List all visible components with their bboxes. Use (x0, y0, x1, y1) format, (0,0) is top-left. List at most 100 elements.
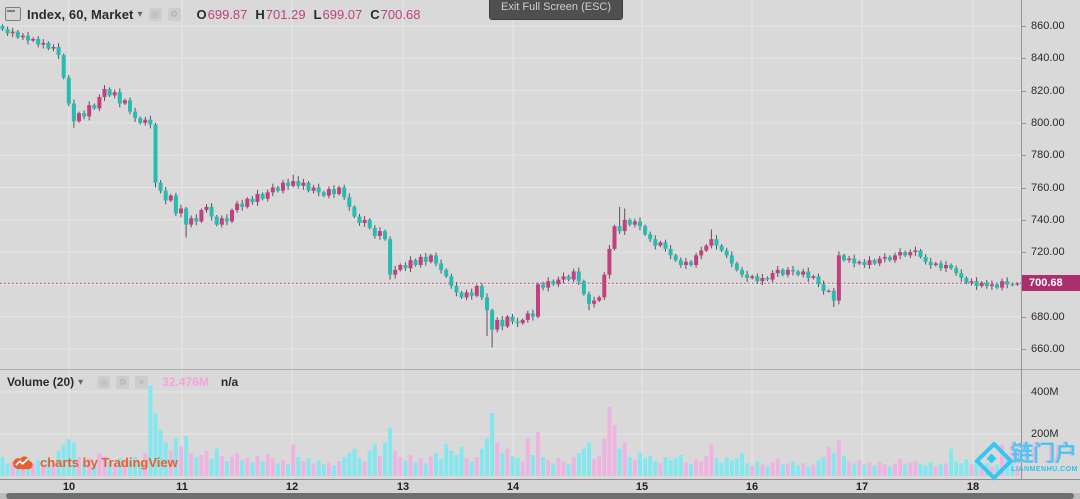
candle-body (847, 258, 852, 261)
candle-body (321, 192, 326, 196)
volume-bar (673, 458, 678, 476)
symbol-title[interactable]: Index, 60, Market (27, 6, 134, 22)
volume-bar (643, 458, 648, 476)
horizontal-scrollbar[interactable] (0, 493, 1080, 499)
candle-body (240, 203, 245, 207)
volume-bar (357, 458, 362, 476)
candle-body (112, 92, 117, 96)
price-axis-tick (1022, 122, 1026, 124)
candle-body (362, 219, 367, 224)
candle-body (842, 255, 846, 261)
pane-divider[interactable] (0, 369, 1080, 370)
eye-icon[interactable]: ◎ (148, 7, 162, 21)
open-label: O (196, 6, 207, 22)
volume-axis-label: 200M (1031, 428, 1059, 440)
candle-body (852, 258, 857, 264)
candle-body (255, 193, 260, 203)
close-icon[interactable]: × (135, 375, 149, 389)
eye-icon[interactable]: ◎ (97, 375, 111, 389)
volume-bar (561, 461, 566, 476)
time-axis-label: 18 (966, 481, 980, 493)
candle-body (816, 276, 821, 285)
candle-body (806, 271, 811, 278)
volume-bar (765, 466, 770, 476)
volume-bar (500, 452, 505, 476)
candle-body (903, 252, 908, 256)
volume-value: 32.476M (162, 375, 209, 389)
candle-body (1015, 283, 1020, 285)
volume-bar (505, 448, 510, 476)
candle-body (204, 206, 209, 211)
gear-icon[interactable]: ⚙ (116, 375, 130, 389)
candle-body (632, 221, 637, 225)
volume-bar (862, 464, 867, 476)
candle-body (530, 313, 535, 317)
candle-body (434, 255, 438, 264)
candle-body (15, 31, 20, 38)
scrollbar-thumb[interactable] (6, 493, 1074, 499)
attribution-text: charts by TradingView (40, 455, 178, 470)
candle-body (367, 219, 372, 228)
volume-bar (179, 446, 183, 476)
candle-body (301, 182, 306, 186)
candle-body (592, 300, 597, 304)
candle-body (867, 260, 872, 266)
price-axis-tick (1022, 252, 1026, 254)
volume-bar (831, 452, 836, 476)
volume-bar (265, 453, 270, 476)
volume-bar (301, 461, 306, 476)
symbol-legend: Index, 60, Market ▾ ◎ ⚙ O 699.87 H 701.29 … (5, 5, 420, 23)
candle-body (525, 313, 530, 320)
low-label: L (313, 6, 322, 22)
tradingview-attribution[interactable]: charts by TradingView (12, 455, 178, 470)
candle-body (765, 277, 770, 280)
candle-body (734, 263, 739, 270)
volume-bar (168, 450, 173, 476)
candle-body (551, 281, 556, 285)
volume-bar (61, 444, 66, 476)
candle-body (117, 92, 122, 104)
volume-bar (275, 463, 280, 476)
candle-body (556, 279, 561, 285)
candle-body (643, 226, 648, 235)
chevron-down-icon[interactable]: ▾ (137, 8, 143, 20)
candle-body (82, 113, 87, 117)
volume-bar (173, 438, 178, 476)
gear-icon[interactable]: ⚙ (167, 7, 181, 21)
candle-body (704, 245, 709, 251)
candle-body (393, 269, 398, 275)
volume-bar (286, 464, 291, 476)
volume-bar (699, 461, 704, 476)
candle-body (857, 261, 862, 264)
volume-bar (780, 464, 785, 476)
chevron-down-icon[interactable]: ▾ (78, 376, 84, 388)
volume-bar (683, 462, 688, 476)
volume-bar (893, 463, 897, 476)
volume-bar (842, 456, 846, 476)
volume-bar (347, 452, 352, 476)
volume-bar (107, 461, 112, 476)
candle-body (337, 187, 342, 194)
price-axis-tick (1022, 26, 1026, 27)
candle-body (714, 239, 719, 246)
window-restore-icon[interactable] (5, 7, 21, 21)
candle-body (740, 269, 744, 275)
price-axis-label: 760.00 (1031, 181, 1065, 194)
volume-bar (653, 461, 658, 476)
candle-body (882, 256, 887, 259)
volume-bar (1015, 465, 1020, 476)
time-axis-label: 13 (396, 481, 410, 493)
candle-body (515, 321, 520, 324)
volume-bar (1000, 444, 1005, 476)
time-axis[interactable]: 10 11 12 13 14 15 16 17 18 (0, 479, 1080, 493)
volume-indicator-title[interactable]: Volume (20) (7, 375, 75, 389)
volume-bar (760, 464, 765, 476)
candle-body (332, 189, 336, 194)
volume-axis-label: 400M (1031, 386, 1059, 398)
volume-bar (678, 455, 683, 476)
price-axis[interactable]: 700.68 860.00 840.00 820.00 800.00 780.00 760… (1021, 0, 1080, 479)
candle-body (1000, 281, 1005, 288)
candle-body (275, 187, 280, 191)
candle-body (938, 263, 943, 269)
